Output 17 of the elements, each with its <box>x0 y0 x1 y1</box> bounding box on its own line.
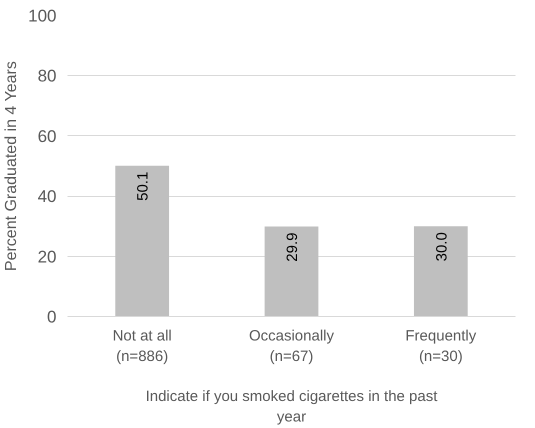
x-tick-label: Frequently (n=30) <box>405 328 477 365</box>
data-label: 29.9 <box>284 232 301 262</box>
y-tick-label: 100 <box>28 6 57 26</box>
bar <box>414 226 468 316</box>
data-label: 50.1 <box>134 172 152 201</box>
bar <box>264 226 318 316</box>
x-tick-label: Occasionally (n=67) <box>248 328 335 365</box>
y-tick-label: 40 <box>38 187 57 206</box>
y-tick-label: 60 <box>38 126 57 146</box>
x-tick-label: Not at all (n=886) <box>112 328 172 365</box>
bar <box>115 166 170 316</box>
y-tick-label: 0 <box>47 308 57 326</box>
x-axis-title: Indicate if you smoked cigarettes in the past year <box>146 388 438 426</box>
y-axis-title: Percent Graduated in 4 Years <box>3 61 20 272</box>
y-tick-label: 80 <box>38 66 57 86</box>
data-label: 30.0 <box>433 232 450 262</box>
y-tick-label: 20 <box>38 247 57 266</box>
